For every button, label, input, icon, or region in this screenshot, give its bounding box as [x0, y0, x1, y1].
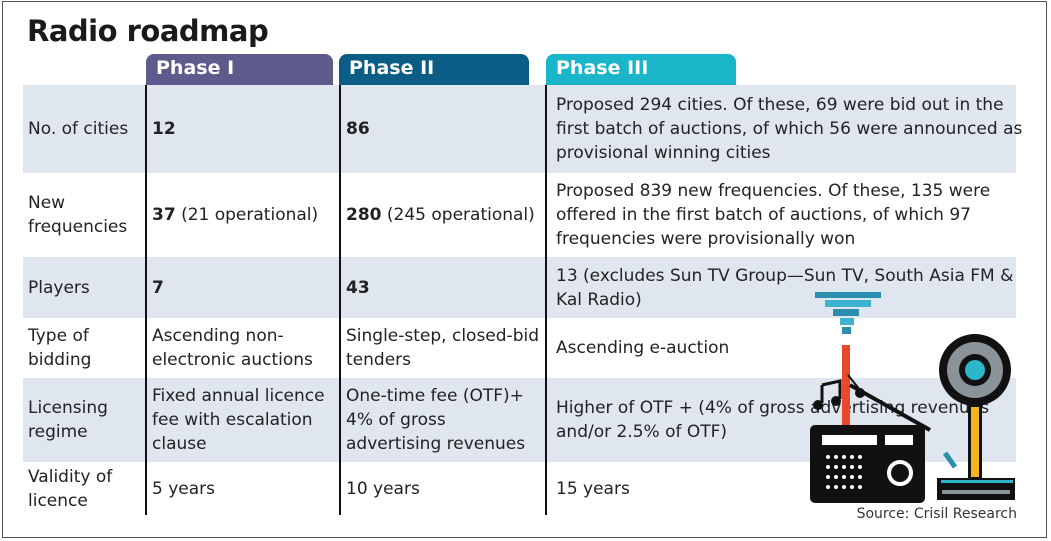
cell-text: 10 years — [346, 478, 420, 499]
phase-1-cell: Fixed annual licence fee with escalation… — [152, 378, 337, 462]
phase-2-cell: 10 years — [346, 462, 546, 515]
radio-antenna — [849, 383, 931, 432]
page-title: Radio roadmap — [27, 14, 269, 48]
bold-value: 86 — [346, 119, 370, 139]
row-label: No. of cities — [28, 85, 143, 173]
row-label: Licensing regime — [28, 378, 143, 462]
phase-1-cell: 7 — [152, 257, 337, 318]
column-divider — [339, 85, 341, 515]
cell-text: Validity of licence — [28, 466, 113, 511]
cell-text: Proposed 294 cities. Of these, 69 were b… — [556, 95, 1023, 163]
table-row: Type of bidding Ascending non-electronic … — [23, 318, 1016, 378]
phase-1-cell: Ascending non-electronic auctions — [152, 318, 337, 378]
column-divider — [545, 85, 547, 515]
row-label: Type of bidding — [28, 318, 143, 378]
cell-text: No. of cities — [28, 119, 129, 139]
bold-value: 12 — [152, 119, 176, 139]
phase-2-header: Phase II — [339, 54, 529, 85]
phase-1-header: Phase I — [146, 54, 333, 85]
phase-1-cell: 5 years — [152, 462, 337, 515]
phase-3-cell: Ascending e-auction — [556, 318, 1026, 378]
cell-text: Players — [28, 277, 90, 298]
cell-text: 5 years — [152, 478, 216, 499]
cell-text: (245 operational) — [381, 205, 535, 225]
phase-3-cell: 15 years — [556, 462, 1026, 515]
radio-icon — [810, 425, 925, 503]
cell-text: 15 years — [556, 478, 630, 499]
bold-value: 43 — [346, 277, 370, 298]
phase-3-cell: Proposed 294 cities. Of these, 69 were b… — [556, 85, 1026, 173]
cell-text: (21 operational) — [175, 205, 319, 225]
table-row: Licensing regime Fixed annual licence fee… — [23, 378, 1016, 462]
cell-text: New frequencies — [28, 193, 128, 237]
row-label: Validity of licence — [28, 462, 143, 515]
table-row: Players 7 43 13 (excludes Sun TV Group—Sun … — [23, 257, 1016, 318]
source-note: Source: Crisil Research — [856, 506, 1017, 522]
cell-text: Single-step, closed-bid tenders — [346, 326, 539, 370]
phase-2-cell: One-time fee (OTF)+ 4% of gross advertis… — [346, 378, 546, 462]
phase-3-header: Phase III — [546, 54, 736, 85]
cell-text: Licensing regime — [28, 398, 108, 442]
radio-illustration — [810, 292, 1015, 503]
phase-3-cell: Proposed 839 new frequencies. Of these, … — [556, 173, 1026, 257]
table-row: Validity of licence 5 years 10 years 15 yea… — [23, 462, 1016, 515]
table-row: New frequencies 37 (21 operational) 280 (2… — [23, 173, 1016, 257]
column-divider — [145, 85, 147, 515]
bold-value: 37 — [152, 205, 176, 225]
phase-1-cell: 12 — [152, 85, 337, 173]
cell-text: Ascending non-electronic auctions — [152, 326, 313, 370]
cell-text: Type of bidding — [28, 326, 92, 370]
microphone-stand-icon — [937, 334, 1015, 500]
music-notes-icon — [813, 374, 865, 410]
bold-value: 7 — [152, 277, 164, 298]
table-row: No. of cities 12 86 Proposed 294 cities. Of… — [23, 85, 1022, 173]
cell-text: One-time fee (OTF)+ 4% of gross advertis… — [346, 386, 526, 454]
phase-1-cell: 37 (21 operational) — [152, 173, 337, 257]
row-label: Players — [28, 257, 143, 318]
cell-text: Proposed 839 new frequencies. Of these, … — [556, 181, 991, 249]
phase-2-cell: 280 (245 operational) — [346, 173, 546, 257]
phase-2-cell: 86 — [346, 85, 546, 173]
cell-text: 13 (excludes Sun TV Group—Sun TV, South … — [556, 265, 1014, 310]
antenna-signal-icon — [815, 292, 881, 430]
row-label: New frequencies — [28, 173, 143, 257]
phase-2-cell: Single-step, closed-bid tenders — [346, 318, 546, 378]
phase-3-cell: 13 (excludes Sun TV Group—Sun TV, South … — [556, 257, 1026, 318]
bold-value: 280 — [346, 205, 382, 225]
cell-text: Fixed annual licence fee with escalation… — [152, 386, 325, 454]
phase-2-cell: 43 — [346, 257, 546, 318]
cell-text: Ascending e-auction — [556, 338, 730, 358]
